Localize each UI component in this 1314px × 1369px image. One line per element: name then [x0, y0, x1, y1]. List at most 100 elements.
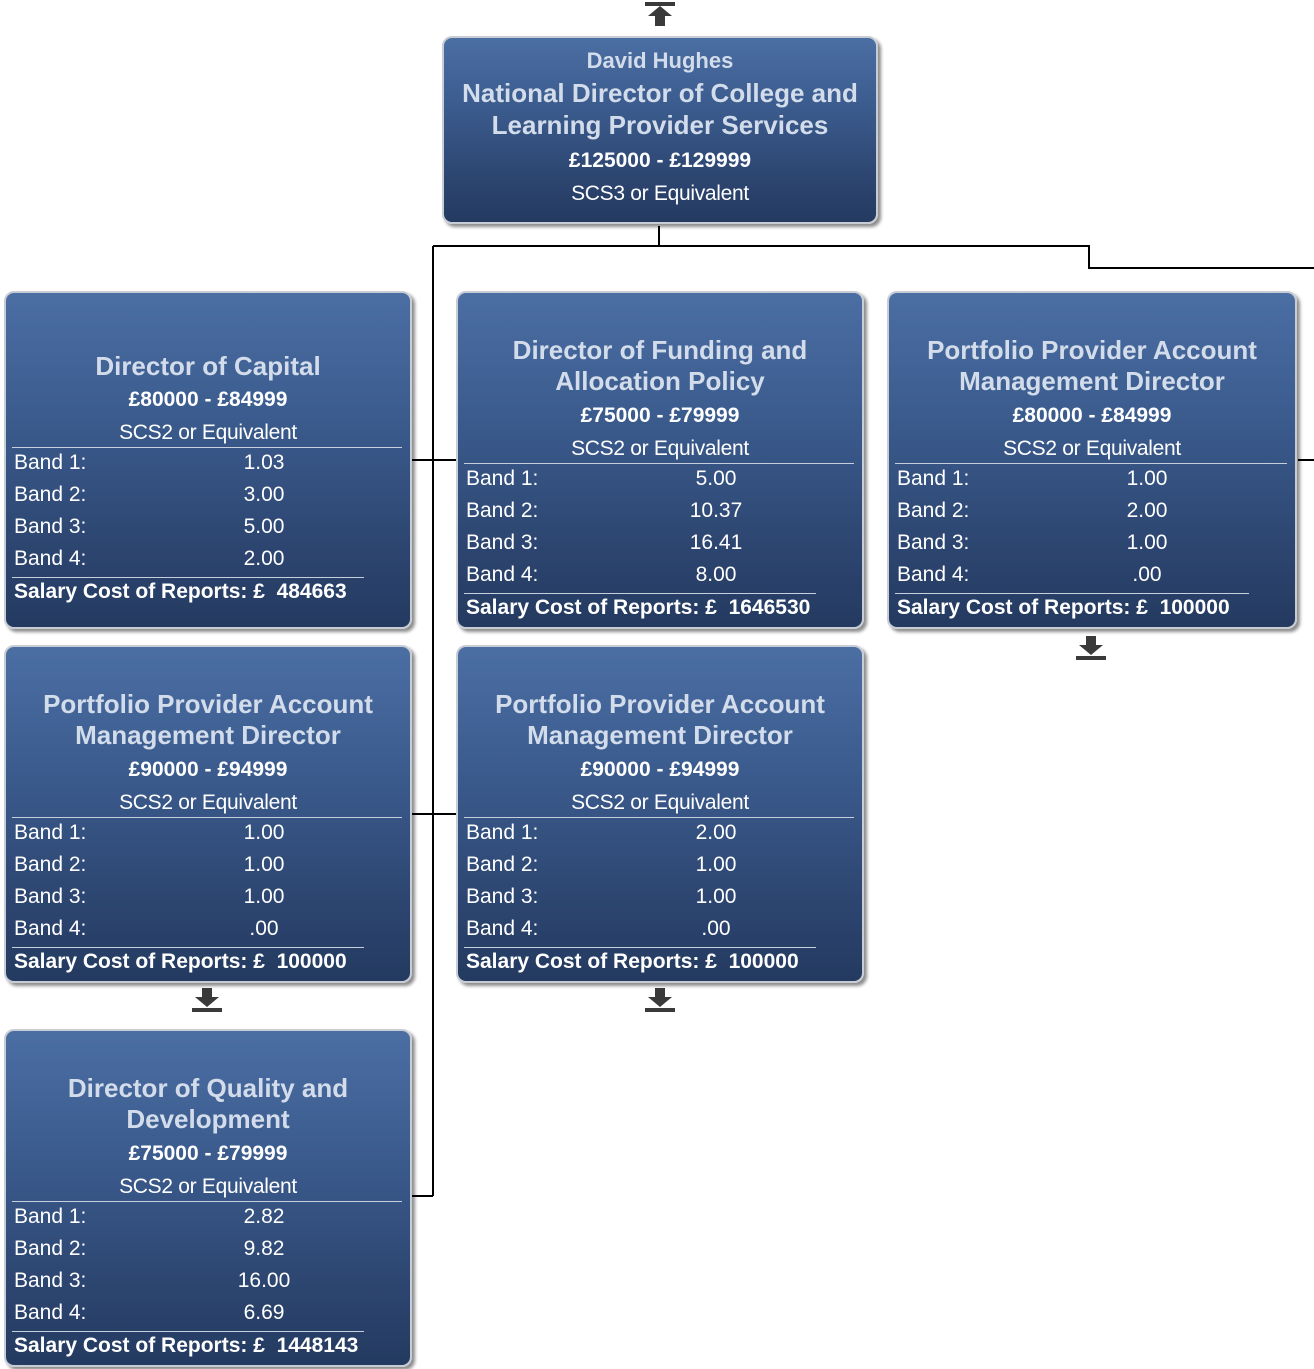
- job-title-line-1: Director of Funding and: [512, 335, 808, 365]
- cost-label: Salary Cost of Reports: £: [14, 580, 265, 603]
- card-portfolio-director-1[interactable]: Portfolio Provider Account Management Di…: [887, 291, 1297, 629]
- band-row: Band 3: 16.00: [14, 1269, 402, 1301]
- band-row: Band 4: 8.00: [466, 563, 854, 595]
- band-label: Band 4:: [466, 563, 539, 586]
- card-director-of-funding[interactable]: Director of Funding and Allocation Polic…: [456, 291, 864, 629]
- band-row: Band 1: 2.82: [14, 1205, 402, 1237]
- cost-value: 100000: [276, 950, 347, 973]
- salary-range: £75000 - £79999: [128, 1142, 288, 1165]
- band-value: .00: [701, 917, 731, 940]
- band-value: 1.00: [695, 885, 737, 908]
- job-title-line-1: Director of Capital: [95, 351, 321, 381]
- salary-range: £80000 - £84999: [1012, 404, 1172, 427]
- band-value: 1.03: [243, 451, 285, 474]
- band-row: Band 2: 3.00: [14, 483, 402, 515]
- band-value: 2.00: [695, 821, 737, 844]
- band-value: 1.00: [243, 821, 285, 844]
- divider: [12, 447, 402, 448]
- grade: SCS2 or Equivalent: [119, 791, 297, 814]
- band-value: 2.00: [1126, 499, 1168, 522]
- salary-cost-of-reports: Salary Cost of Reports: £ 1448143: [14, 1334, 358, 1358]
- job-title-line-1: National Director of College and: [462, 78, 858, 108]
- band-value: 2.00: [243, 547, 285, 570]
- band-row: Band 3: 16.41: [466, 531, 854, 563]
- band-label: Band 1:: [14, 451, 87, 474]
- cost-label: Salary Cost of Reports: £: [14, 950, 265, 973]
- band-value: 8.00: [695, 563, 737, 586]
- band-label: Band 2:: [14, 1237, 87, 1260]
- salary-range: £80000 - £84999: [128, 388, 288, 411]
- job-title-line-2: Management Director: [527, 720, 793, 750]
- divider: [12, 577, 364, 578]
- divider: [464, 947, 816, 948]
- band-label: Band 1:: [14, 821, 87, 844]
- navigate-down-icon[interactable]: [1076, 636, 1106, 660]
- band-value: 5.00: [695, 467, 737, 490]
- band-label: Band 4:: [14, 1301, 87, 1324]
- band-label: Band 1:: [466, 467, 539, 490]
- band-row: Band 4: 2.00: [14, 547, 402, 579]
- band-label: Band 2:: [897, 499, 970, 522]
- navigate-up-icon[interactable]: [645, 2, 675, 26]
- band-row: Band 4: .00: [466, 917, 854, 949]
- band-value: .00: [1132, 563, 1162, 586]
- job-title-line-2: Learning Provider Services: [491, 110, 829, 140]
- band-row: Band 2: 10.37: [466, 499, 854, 531]
- band-row: Band 2: 2.00: [897, 499, 1287, 531]
- grade: SCS3 or Equivalent: [571, 182, 749, 205]
- card-director-of-capital[interactable]: Director of Capital £80000 - £84999 SCS2…: [4, 291, 412, 629]
- divider: [464, 593, 816, 594]
- salary-cost-of-reports: Salary Cost of Reports: £ 100000: [14, 950, 347, 974]
- band-label: Band 2:: [466, 499, 539, 522]
- band-label: Band 1:: [897, 467, 970, 490]
- card-national-director[interactable]: David Hughes National Director of Colleg…: [442, 36, 878, 224]
- job-title-line-1: Portfolio Provider Account: [43, 689, 373, 719]
- connector-offscreen-right: [1088, 246, 1314, 269]
- grade: SCS2 or Equivalent: [571, 437, 749, 460]
- band-row: Band 1: 1.00: [897, 467, 1287, 499]
- divider: [12, 1201, 402, 1202]
- cost-label: Salary Cost of Reports: £: [14, 1334, 265, 1357]
- band-label: Band 2:: [466, 853, 539, 876]
- divider: [12, 817, 402, 818]
- cost-value: 484663: [276, 580, 347, 603]
- band-label: Band 4:: [897, 563, 970, 586]
- band-label: Band 4:: [466, 917, 539, 940]
- job-title-line-1: Portfolio Provider Account: [495, 689, 825, 719]
- salary-range: £125000 - £129999: [568, 149, 752, 172]
- card-portfolio-director-3[interactable]: Portfolio Provider Account Management Di…: [456, 645, 864, 983]
- divider: [895, 463, 1287, 464]
- band-list: Band 1: 1.00 Band 2: 2.00 Band 3: 1.00 Band…: [897, 467, 1287, 595]
- card-portfolio-director-2[interactable]: Portfolio Provider Account Management Di…: [4, 645, 412, 983]
- navigate-down-icon[interactable]: [645, 988, 675, 1012]
- band-value: 1.00: [1126, 531, 1168, 554]
- salary-cost-of-reports: Salary Cost of Reports: £ 100000: [897, 596, 1230, 620]
- salary-cost-of-reports: Salary Cost of Reports: £ 1646530: [466, 596, 810, 620]
- card-director-of-quality[interactable]: Director of Quality and Development £750…: [4, 1029, 412, 1367]
- band-label: Band 3:: [897, 531, 970, 554]
- cost-label: Salary Cost of Reports: £: [466, 596, 717, 619]
- band-list: Band 1: 5.00 Band 2: 10.37 Band 3: 16.41 Ba…: [466, 467, 854, 595]
- band-row: Band 3: 1.00: [897, 531, 1287, 563]
- band-value: 9.82: [243, 1237, 285, 1260]
- band-row: Band 2: 1.00: [466, 853, 854, 885]
- band-value: 1.00: [243, 853, 285, 876]
- band-value: 2.82: [243, 1205, 285, 1228]
- cost-label: Salary Cost of Reports: £: [897, 596, 1148, 619]
- salary-cost-of-reports: Salary Cost of Reports: £ 100000: [466, 950, 799, 974]
- band-label: Band 3:: [14, 515, 87, 538]
- divider: [464, 817, 854, 818]
- job-title-line-2: Management Director: [959, 366, 1225, 396]
- band-value: 5.00: [243, 515, 285, 538]
- navigate-down-icon[interactable]: [192, 988, 222, 1012]
- band-value: 16.41: [689, 531, 743, 554]
- divider: [895, 593, 1249, 594]
- band-label: Band 2:: [14, 853, 87, 876]
- band-value: 16.00: [237, 1269, 291, 1292]
- grade: SCS2 or Equivalent: [119, 1175, 297, 1198]
- grade: SCS2 or Equivalent: [1003, 437, 1181, 460]
- band-label: Band 4:: [14, 917, 87, 940]
- band-list: Band 1: 1.03 Band 2: 3.00 Band 3: 5.00 Band…: [14, 451, 402, 579]
- salary-range: £90000 - £94999: [580, 758, 740, 781]
- band-list: Band 1: 2.82 Band 2: 9.82 Band 3: 16.00 Ban…: [14, 1205, 402, 1333]
